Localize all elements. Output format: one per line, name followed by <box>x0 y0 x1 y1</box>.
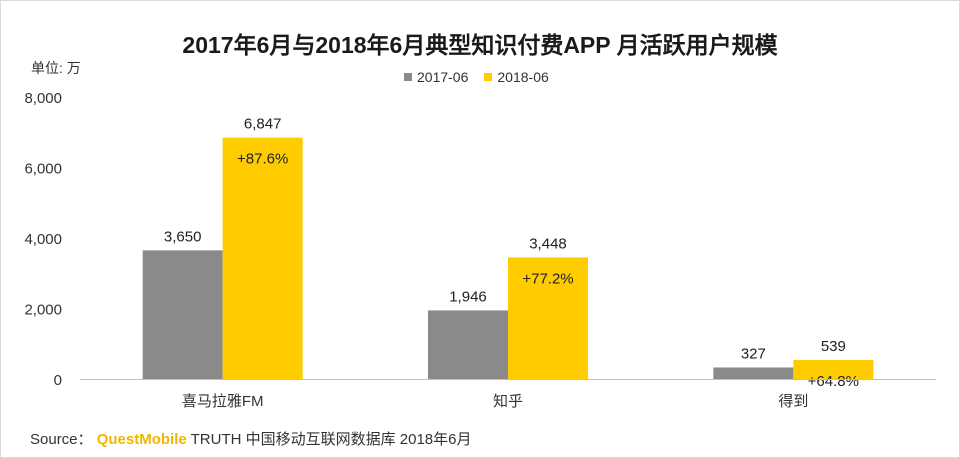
data-label: 6,847 <box>244 116 282 133</box>
y-tick-label: 0 <box>54 372 62 389</box>
x-tick-label: 知乎 <box>493 393 523 410</box>
x-tick-label: 喜马拉雅FM <box>182 393 264 410</box>
y-tick-label: 6,000 <box>24 161 62 178</box>
bar-2018 <box>508 257 588 379</box>
growth-label: +87.6% <box>237 151 288 168</box>
bar-2018 <box>793 360 874 379</box>
source-prefix: Source： <box>30 431 93 448</box>
x-tick-label: 得到 <box>778 393 808 410</box>
data-label: 3,448 <box>529 235 567 252</box>
legend-item-2018: 2018-06 <box>484 69 549 85</box>
source-brand: QuestMobile <box>96 431 187 448</box>
bar-2018 <box>222 137 303 379</box>
data-label: 3,650 <box>164 228 202 245</box>
legend-label-2017: 2017-06 <box>417 69 469 85</box>
growth-label: +77.2% <box>522 270 573 287</box>
source-suffix: TRUTH 中国移动互联网数据库 2018年6月 <box>190 431 472 448</box>
bar-2017 <box>713 367 794 379</box>
legend-swatch-2017 <box>404 73 412 81</box>
legend-label-2018: 2018-06 <box>497 69 549 85</box>
growth-label: +64.8% <box>808 373 859 390</box>
y-tick-label: 4,000 <box>24 231 62 248</box>
legend: 2017-06 2018-06 <box>404 69 565 85</box>
chart-title: 2017年6月与2018年6月典型知识付费APP 月活跃用户规模 <box>182 32 778 58</box>
data-label: 539 <box>821 338 846 355</box>
source-note: Source： QuestMobile TRUTH 中国移动互联网数据库 201… <box>30 428 472 449</box>
data-label: 1,946 <box>449 288 487 305</box>
y-tick-label: 8,000 <box>24 90 62 107</box>
legend-item-2017: 2017-06 <box>404 69 468 85</box>
bar-2017 <box>428 310 508 379</box>
unit-label: 单位: 万 <box>31 60 81 76</box>
bar-2017 <box>142 250 223 379</box>
data-label: 327 <box>741 345 766 362</box>
legend-swatch-2018 <box>484 73 493 81</box>
y-tick-label: 2,000 <box>24 302 62 319</box>
